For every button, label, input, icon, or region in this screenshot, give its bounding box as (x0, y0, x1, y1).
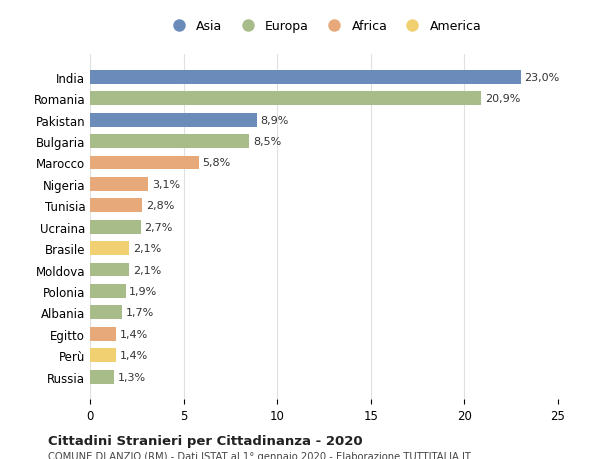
Text: 2,1%: 2,1% (133, 244, 161, 253)
Bar (90, 284, 125, 298)
Text: 8,5%: 8,5% (253, 137, 281, 147)
Text: 5,8%: 5,8% (202, 158, 230, 168)
Text: 2,8%: 2,8% (146, 201, 175, 211)
Bar (90, 327, 116, 341)
Bar (90, 156, 199, 170)
Bar (90, 135, 249, 149)
Bar (90, 306, 122, 319)
Bar (90, 199, 142, 213)
Text: COMUNE DI ANZIO (RM) - Dati ISTAT al 1° gennaio 2020 - Elaborazione TUTTITALIA.I: COMUNE DI ANZIO (RM) - Dati ISTAT al 1° … (48, 451, 471, 459)
Bar (90, 241, 130, 256)
Text: 20,9%: 20,9% (485, 94, 520, 104)
Bar (90, 113, 257, 127)
Bar (90, 263, 130, 277)
Bar (90, 370, 115, 384)
Text: 1,9%: 1,9% (130, 286, 158, 296)
Text: 1,7%: 1,7% (125, 308, 154, 318)
Text: 8,9%: 8,9% (260, 115, 289, 125)
Text: 1,4%: 1,4% (120, 350, 148, 360)
Text: 2,7%: 2,7% (144, 222, 173, 232)
Text: 3,1%: 3,1% (152, 179, 180, 190)
Text: 1,4%: 1,4% (120, 329, 148, 339)
Text: Cittadini Stranieri per Cittadinanza - 2020: Cittadini Stranieri per Cittadinanza - 2… (48, 434, 362, 447)
Text: 23,0%: 23,0% (524, 73, 560, 83)
Text: 2,1%: 2,1% (133, 265, 161, 275)
Legend: Asia, Europa, Africa, America: Asia, Europa, Africa, America (163, 17, 485, 37)
Bar (90, 220, 140, 234)
Bar (90, 71, 521, 84)
Bar (90, 178, 148, 191)
Bar (90, 348, 116, 362)
Bar (90, 92, 481, 106)
Text: 1,3%: 1,3% (118, 372, 146, 382)
